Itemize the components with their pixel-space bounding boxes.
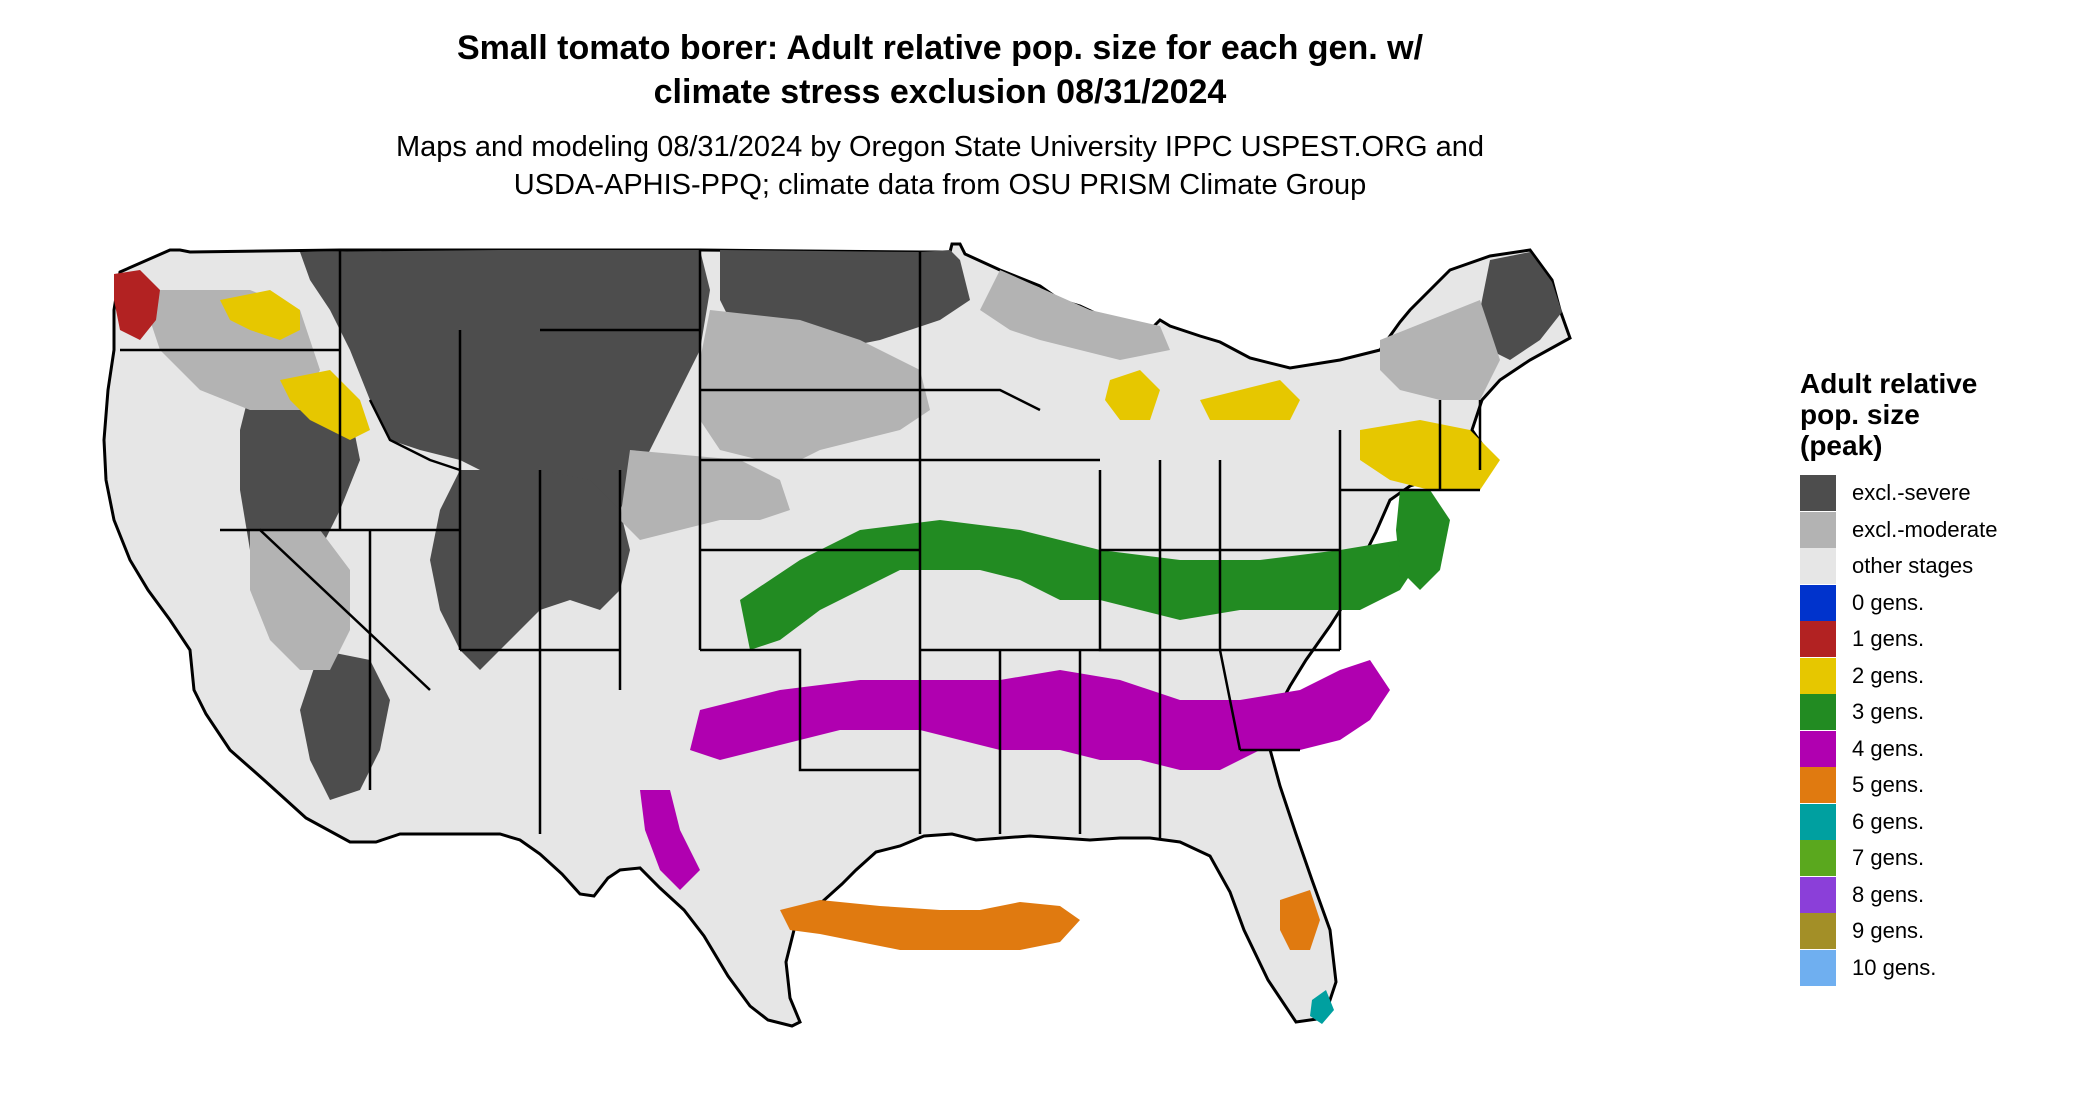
legend-label: 9 gens. xyxy=(1852,918,1925,944)
legend-item: 9 gens. xyxy=(1800,913,1998,950)
legend-swatch xyxy=(1800,730,1836,767)
legend-title: Adult relative pop. size (peak) xyxy=(1800,368,1998,461)
legend-swatch xyxy=(1800,840,1836,877)
legend-label: excl.-moderate xyxy=(1852,516,1998,542)
legend-swatch xyxy=(1800,694,1836,731)
legend-item: 1 gens. xyxy=(1800,621,1998,658)
legend-swatch xyxy=(1800,621,1836,658)
magenta-west-texas xyxy=(640,790,700,890)
legend-title-line-2: pop. size xyxy=(1800,399,1920,430)
legend-label: other stages xyxy=(1852,553,1974,579)
legend-items: excl.-severe excl.-moderate other stages 0 … xyxy=(1800,475,1998,986)
map-legend: Adult relative pop. size (peak) excl.-se… xyxy=(1800,368,1998,986)
legend-item: other stages xyxy=(1800,548,1998,585)
legend-swatch xyxy=(1800,949,1836,986)
legend-label: 8 gens. xyxy=(1852,881,1925,907)
legend-swatch xyxy=(1800,548,1836,585)
legend-item: 7 gens. xyxy=(1800,840,1998,877)
subtitle-line-1: Maps and modeling 08/31/2024 by Oregon S… xyxy=(395,131,1485,163)
orange-florida xyxy=(1280,890,1320,950)
legend-label: excl.-severe xyxy=(1852,480,1971,506)
green-midwest-band xyxy=(740,520,1420,650)
legend-item: excl.-severe xyxy=(1800,475,1998,512)
legend-item: 2 gens. xyxy=(1800,657,1998,695)
legend-label: 7 gens. xyxy=(1852,845,1925,871)
legend-swatch xyxy=(1800,475,1836,512)
us-map xyxy=(102,242,1572,1028)
legend-label: 10 gens. xyxy=(1852,954,1937,980)
teal-south-florida xyxy=(1310,990,1334,1024)
legend-title-line-3: (peak) xyxy=(1800,430,1883,461)
legend-title-line-1: Adult relative xyxy=(1800,368,1978,399)
orange-gulf-coast xyxy=(780,900,1080,950)
legend-item: 8 gens. xyxy=(1800,876,1998,914)
moderate-kansas-colorado xyxy=(620,450,790,540)
yellow-oregon xyxy=(280,370,370,440)
yellow-michigan xyxy=(1200,380,1300,420)
moderate-nevada xyxy=(250,530,350,670)
moderate-dakotas-nebraska xyxy=(700,310,930,460)
yellow-washington xyxy=(220,290,300,340)
legend-item: 6 gens. xyxy=(1800,803,1998,841)
legend-swatch xyxy=(1800,511,1836,548)
legend-label: 5 gens. xyxy=(1852,772,1925,798)
legend-item: 5 gens. xyxy=(1800,767,1998,804)
map-title: Small tomato borer: Adult relative pop. … xyxy=(0,26,1880,114)
legend-label: 6 gens. xyxy=(1852,808,1925,834)
map-subtitle: Maps and modeling 08/31/2024 by Oregon S… xyxy=(0,128,1880,204)
legend-item: 10 gens. xyxy=(1800,949,1998,987)
legend-label: 0 gens. xyxy=(1852,589,1925,615)
legend-label: 4 gens. xyxy=(1852,735,1925,761)
moderate-northeast xyxy=(1380,300,1500,400)
magenta-south-band xyxy=(690,660,1390,770)
severe-colorado xyxy=(430,470,630,670)
severe-north-rockies xyxy=(300,250,710,550)
legend-item: 0 gens. xyxy=(1800,584,1998,622)
severe-maine xyxy=(1480,252,1562,360)
legend-label: 1 gens. xyxy=(1852,626,1925,652)
legend-item: 4 gens. xyxy=(1800,730,1998,768)
legend-swatch xyxy=(1800,584,1836,621)
legend-swatch xyxy=(1800,803,1836,840)
legend-item: excl.-moderate xyxy=(1800,511,1998,549)
legend-label: 2 gens. xyxy=(1852,662,1925,688)
yellow-wisconsin xyxy=(1105,370,1160,420)
title-line-1: Small tomato borer: Adult relative pop. … xyxy=(456,29,1424,67)
legend-item: 3 gens. xyxy=(1800,694,1998,731)
legend-label: 3 gens. xyxy=(1852,699,1925,725)
green-mid-atlantic xyxy=(1396,490,1450,590)
moderate-great-lakes xyxy=(980,270,1170,360)
severe-southwest xyxy=(300,650,390,800)
legend-swatch xyxy=(1800,913,1836,950)
legend-swatch xyxy=(1800,657,1836,694)
yellow-ny-pa xyxy=(1360,420,1500,490)
state-boundaries xyxy=(120,250,1482,840)
red-olympic xyxy=(114,270,160,340)
title-line-2: climate stress exclusion 08/31/2024 xyxy=(653,73,1227,111)
subtitle-line-2: USDA-APHIS-PPQ; climate data from OSU PR… xyxy=(513,169,1367,201)
legend-swatch xyxy=(1800,767,1836,804)
legend-swatch xyxy=(1800,876,1836,913)
